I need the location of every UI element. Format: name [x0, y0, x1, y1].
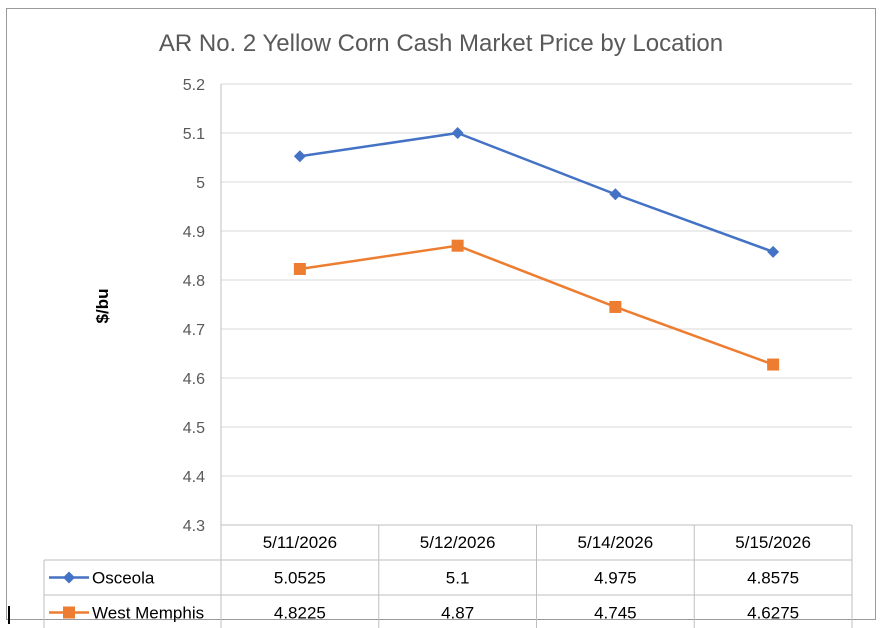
legend-entry: West Memphis [92, 604, 204, 623]
legend-entry: Osceola [92, 569, 155, 588]
data-point [767, 358, 780, 371]
series-line [299, 131, 774, 253]
y-tick-label: 4.8 [183, 273, 205, 290]
chart-frame [6, 8, 876, 620]
x-tick-label: 5/15/2026 [735, 533, 811, 552]
y-axis-label: $/bu [93, 289, 112, 324]
data-table-cell: 4.745 [594, 604, 637, 623]
chart-title: AR No. 2 Yellow Corn Cash Market Price b… [159, 30, 723, 57]
y-tick-label: 4.9 [183, 224, 205, 241]
data-point [767, 245, 780, 258]
y-tick-label: 4.5 [183, 420, 205, 437]
x-tick-label: 5/11/2026 [263, 533, 337, 552]
data-table-cell: 4.6275 [747, 604, 799, 623]
y-tick-label: 4.4 [183, 469, 205, 486]
data-point [293, 262, 306, 275]
y-tick-label: 4.6 [183, 371, 205, 388]
data-table-cell: 4.975 [594, 569, 637, 588]
series-line [299, 244, 774, 366]
y-tick-label: 5.2 [183, 77, 205, 94]
data-table-cell: 5.0525 [274, 569, 326, 588]
x-tick-label: 5/12/2026 [420, 533, 496, 552]
data-table-cell: 5.1 [446, 569, 470, 588]
data-table-cell: 4.8225 [274, 604, 326, 623]
data-table: 5/11/2026 5/12/2026 5/14/2026 5/15/2026 Osce… [43, 84, 853, 628]
y-tick-label: 5.1 [183, 126, 205, 143]
y-tick-label: 5 [196, 175, 205, 192]
data-table-cell: 4.87 [441, 604, 474, 623]
y-tick-label: 4.3 [183, 518, 205, 535]
text-cursor [8, 606, 10, 624]
data-table-cell: 4.8575 [747, 569, 799, 588]
series-layer [293, 127, 780, 371]
legend-key-marker [63, 571, 75, 584]
y-tick-label: 4.7 [183, 322, 205, 339]
data-point [451, 239, 464, 252]
data-point [609, 188, 622, 201]
data-point [293, 150, 306, 163]
grid-layer: 4.3 4.4 4.5 4.6 4.7 4.8 4.9 5 5.1 5.2 [183, 77, 852, 535]
x-tick-label: 5/14/2026 [578, 533, 654, 552]
legend-key-marker [63, 606, 75, 619]
data-point [451, 127, 464, 139]
data-point [609, 300, 622, 313]
